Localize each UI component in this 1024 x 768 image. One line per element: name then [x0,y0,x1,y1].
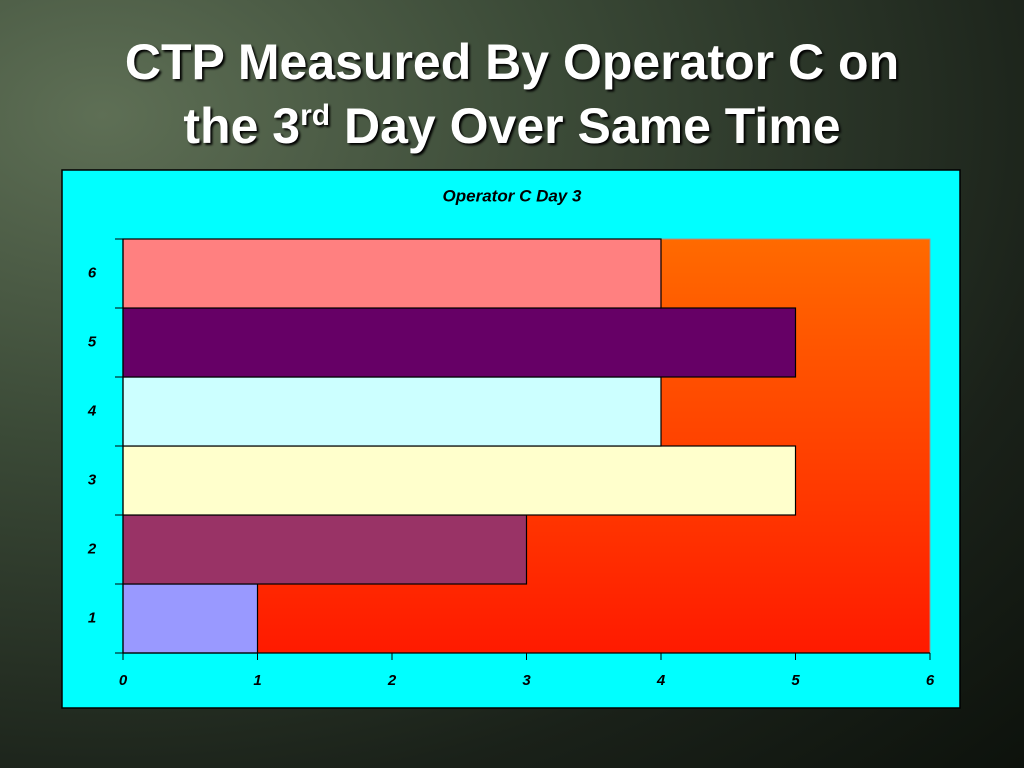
bar [122,376,662,447]
x-tick-label: 1 [253,672,261,689]
bar [122,238,662,309]
y-tick-label: 2 [87,540,97,557]
title-text: CTP Measured By Operator C on [124,34,900,90]
slide-title: CTP Measured By Operator C on the 3rd Day… [0,30,1024,158]
title-text: the 3 [183,98,301,154]
title-text: Day Over Same Time [330,98,841,154]
y-tick-label: 1 [88,609,96,626]
title-superscript: rd [300,99,331,132]
x-tick-label: 0 [119,672,128,689]
bar [122,514,528,585]
x-tick-label: 4 [656,672,666,689]
bar [122,583,259,654]
y-tick-label: 5 [88,333,97,350]
x-tick-label: 3 [522,672,531,689]
chart-title: Operator C Day 3 [443,186,582,205]
bar [122,307,797,378]
y-tick-label: 3 [88,471,97,488]
x-tick-label: 5 [791,672,800,689]
y-tick-label: 6 [88,264,97,281]
bar [122,445,797,516]
y-tick-label: 4 [87,402,97,419]
x-tick-label: 2 [387,672,397,689]
x-tick-label: 6 [926,672,935,689]
